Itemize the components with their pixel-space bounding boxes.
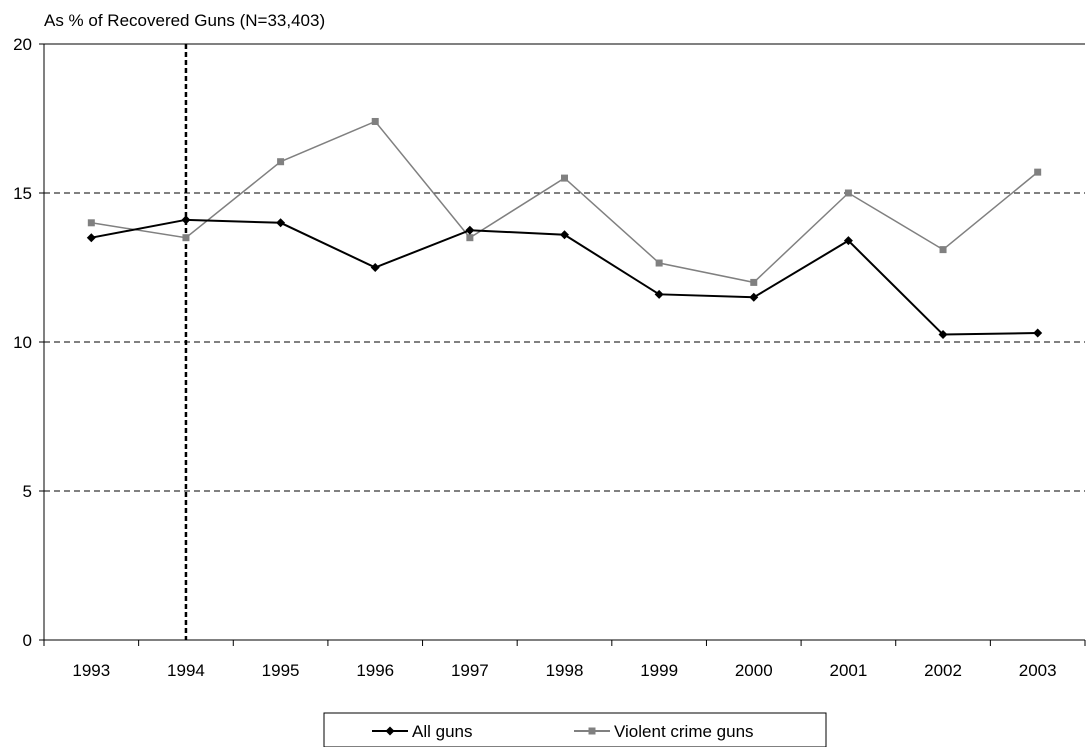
point-all-guns-2000	[749, 292, 759, 302]
x-tick-label-2001: 2001	[829, 661, 867, 680]
point-violent-crime-guns-1998	[561, 174, 568, 182]
y-tick-labels: 0 5 10 15 20	[13, 35, 32, 650]
legend: All guns Violent crime guns	[323, 712, 827, 747]
x-tick-label-1993: 1993	[72, 661, 110, 680]
point-all-guns-1999	[654, 289, 664, 299]
point-violent-crime-guns-1995	[277, 158, 285, 166]
point-all-guns-1997	[465, 225, 475, 235]
gridlines	[44, 43, 1085, 492]
x-tick-label-1998: 1998	[546, 661, 584, 680]
point-violent-crime-guns-2002	[939, 246, 947, 254]
point-violent-crime-guns-1994	[182, 234, 190, 242]
y-tick-label-10: 10	[13, 333, 32, 352]
point-violent-crime-guns-2003	[1034, 168, 1042, 176]
point-all-guns-2001	[843, 236, 853, 246]
y-tick-label-0: 0	[23, 631, 32, 650]
y-tick-label-5: 5	[23, 482, 32, 501]
point-all-guns-1998	[560, 230, 569, 240]
y-tick-label-15: 15	[13, 184, 32, 203]
point-all-guns-1994	[181, 215, 191, 225]
y-tick-label-20: 20	[13, 35, 32, 54]
point-violent-crime-guns-1999	[655, 259, 663, 267]
series-line-violent-crime-guns	[91, 120, 1039, 284]
point-violent-crime-guns-1997	[466, 234, 474, 242]
point-violent-crime-guns-1996	[371, 117, 379, 125]
x-tick-label-1996: 1996	[356, 661, 394, 680]
point-all-guns-2003	[1033, 328, 1043, 338]
chart-title: As % of Recovered Guns (N=33,403)	[44, 11, 325, 30]
x-tick-label-1997: 1997	[451, 661, 489, 680]
point-violent-crime-guns-2000	[750, 278, 758, 286]
x-tick-label-2002: 2002	[924, 661, 962, 680]
point-all-guns-1996	[370, 263, 380, 272]
legend-label-violent-crime-guns: Violent crime guns	[614, 722, 754, 741]
x-tick-labels: 1993 1994 1995 1996 1997 1998 1999 2000 2001 2002…	[72, 661, 1056, 680]
x-tick-label-1994: 1994	[167, 661, 205, 680]
point-violent-crime-guns-1993	[87, 219, 95, 227]
legend-label-all-guns: All guns	[412, 722, 472, 741]
point-all-guns-1993	[86, 233, 96, 243]
legend-marker-all-guns	[385, 726, 395, 736]
series-lines	[86, 117, 1043, 340]
x-tick-label-1999: 1999	[640, 661, 678, 680]
legend-marker-violent-crime-guns	[588, 727, 596, 735]
point-violent-crime-guns-2001	[844, 189, 852, 197]
x-tick-label-2000: 2000	[735, 661, 773, 680]
x-tick-label-1995: 1995	[262, 661, 300, 680]
x-tick-label-2003: 2003	[1019, 661, 1057, 680]
point-all-guns-2002	[938, 330, 948, 340]
point-all-guns-1995	[276, 218, 286, 228]
axes	[39, 43, 1086, 646]
